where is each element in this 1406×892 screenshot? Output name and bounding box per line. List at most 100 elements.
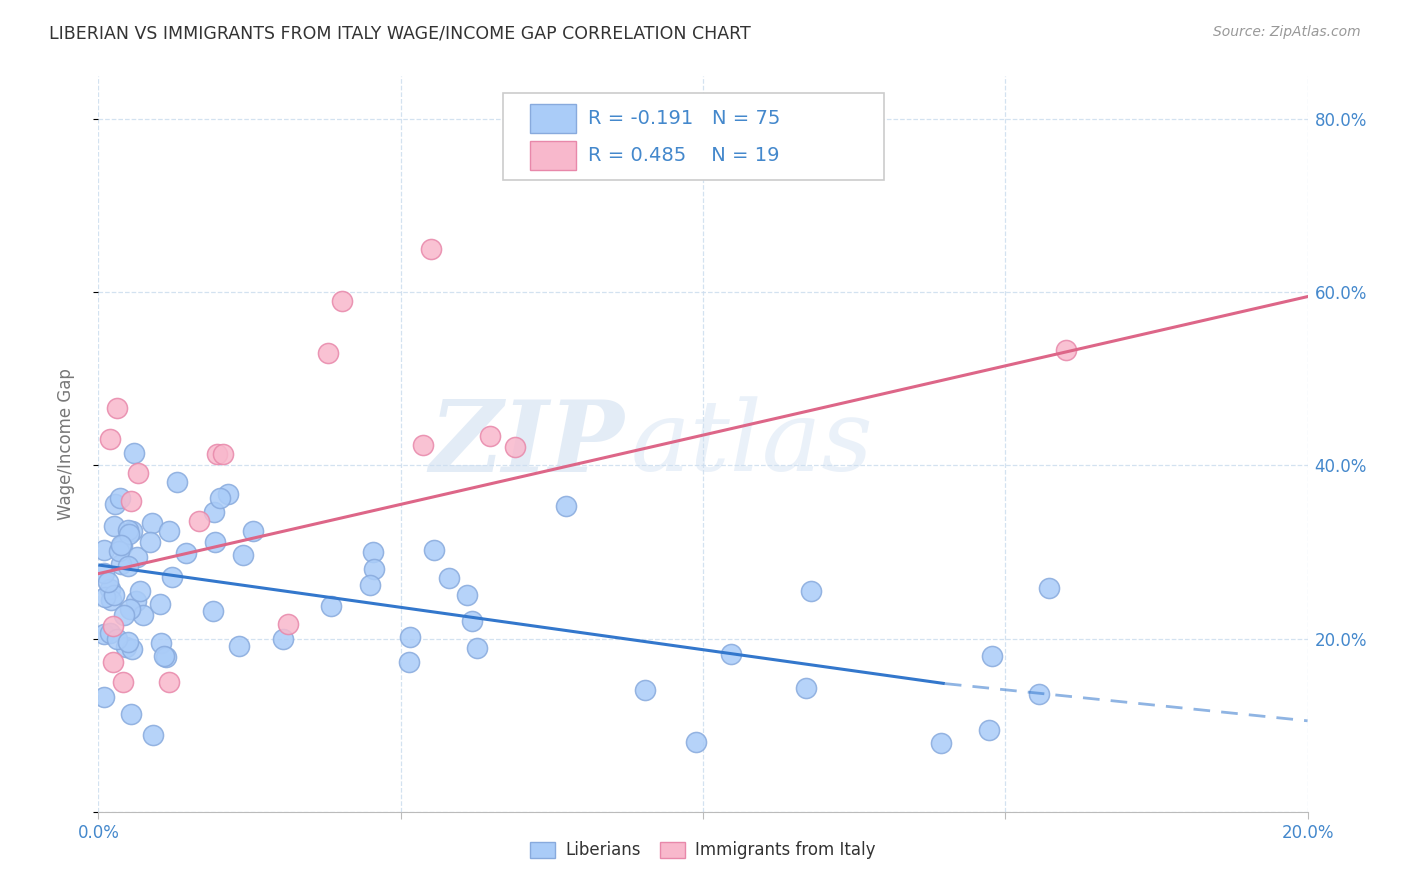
Point	[412, 438, 434, 452]
Point	[107, 401, 129, 416]
Point	[125, 550, 148, 565]
Point	[93, 690, 115, 705]
Point	[103, 519, 125, 533]
Point	[152, 648, 174, 663]
Text: R = 0.485    N = 19: R = 0.485 N = 19	[588, 145, 780, 165]
Point	[117, 635, 139, 649]
Point	[105, 632, 128, 646]
Point	[112, 674, 135, 689]
Text: R = -0.191   N = 75: R = -0.191 N = 75	[588, 109, 780, 128]
Point	[110, 538, 132, 552]
Text: atlas: atlas	[630, 396, 873, 491]
Text: Source: ZipAtlas.com: Source: ZipAtlas.com	[1213, 25, 1361, 39]
Point	[100, 592, 122, 607]
Point	[228, 640, 250, 654]
Point	[420, 242, 443, 256]
Point	[204, 535, 226, 549]
Point	[242, 524, 264, 539]
Point	[118, 602, 141, 616]
Legend: Liberians, Immigrants from Italy: Liberians, Immigrants from Italy	[523, 835, 883, 866]
Point	[108, 544, 131, 558]
Point	[720, 647, 742, 661]
Point	[121, 642, 143, 657]
Point	[103, 619, 125, 633]
Point	[103, 588, 125, 602]
Point	[149, 635, 172, 649]
Point	[316, 346, 339, 360]
Point	[456, 588, 478, 602]
Point	[110, 540, 132, 554]
Point	[110, 557, 132, 571]
FancyBboxPatch shape	[503, 94, 884, 180]
Point	[159, 674, 181, 689]
Point	[93, 543, 115, 558]
Point	[98, 433, 121, 447]
Point	[117, 559, 139, 574]
Point	[125, 593, 148, 607]
Point	[141, 516, 163, 531]
Point	[97, 575, 120, 590]
Point	[139, 535, 162, 549]
Point	[461, 615, 484, 629]
Point	[120, 494, 142, 508]
FancyBboxPatch shape	[530, 103, 576, 133]
Text: LIBERIAN VS IMMIGRANTS FROM ITALY WAGE/INCOME GAP CORRELATION CHART: LIBERIAN VS IMMIGRANTS FROM ITALY WAGE/I…	[49, 25, 751, 43]
Point	[277, 617, 299, 632]
Point	[439, 571, 461, 585]
Point	[149, 597, 172, 611]
Point	[204, 505, 226, 519]
Point	[423, 542, 446, 557]
Point	[115, 640, 138, 654]
Point	[160, 569, 183, 583]
Point	[142, 728, 165, 742]
Point	[118, 527, 141, 541]
Point	[93, 627, 115, 641]
Point	[555, 500, 578, 514]
Point	[98, 626, 121, 640]
Point	[217, 487, 239, 501]
Point	[398, 630, 420, 644]
Point	[929, 736, 952, 750]
Point	[101, 655, 124, 669]
Point	[128, 584, 150, 599]
Point	[157, 524, 180, 539]
Point	[1054, 343, 1077, 357]
Point	[201, 604, 224, 618]
Point	[359, 578, 381, 592]
Point	[166, 475, 188, 489]
Point	[478, 429, 501, 443]
Point	[332, 294, 354, 309]
Point	[363, 562, 385, 576]
Point	[977, 723, 1000, 738]
Point	[127, 466, 149, 480]
Point	[120, 706, 142, 721]
Point	[122, 446, 145, 460]
Point	[465, 641, 488, 656]
Point	[98, 582, 121, 596]
Point	[794, 681, 817, 696]
Point	[155, 650, 177, 665]
Point	[634, 682, 657, 697]
Point	[398, 655, 420, 669]
Point	[503, 440, 526, 454]
Point	[176, 546, 198, 560]
Point	[132, 608, 155, 623]
Point	[205, 447, 228, 461]
Point	[117, 524, 139, 538]
Point	[121, 524, 143, 538]
Point	[799, 584, 821, 599]
Point	[1038, 581, 1060, 595]
Text: ZIP: ZIP	[429, 395, 624, 492]
Point	[1028, 687, 1050, 701]
Point	[94, 590, 117, 604]
Point	[93, 566, 115, 580]
Point	[232, 548, 254, 562]
Point	[361, 545, 384, 559]
Point	[212, 447, 235, 461]
Point	[188, 514, 211, 528]
Point	[110, 491, 132, 505]
FancyBboxPatch shape	[530, 141, 576, 170]
Point	[321, 599, 343, 614]
Point	[112, 608, 135, 623]
Point	[685, 735, 707, 749]
